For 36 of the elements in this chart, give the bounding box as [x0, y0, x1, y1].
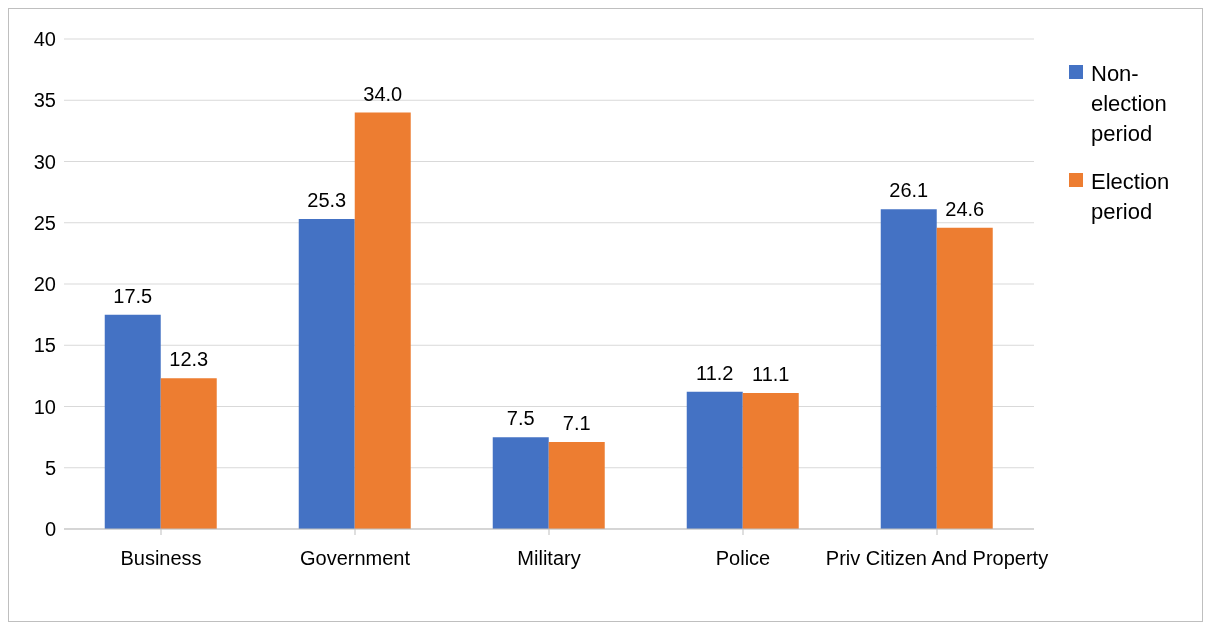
x-tick-label: Military	[517, 547, 581, 570]
y-tick-label: 10	[33, 395, 56, 418]
data-label: 11.1	[752, 363, 790, 386]
bar	[160, 378, 217, 529]
y-tick-label: 5	[44, 456, 56, 479]
x-tick-label: Government	[299, 547, 411, 570]
y-tick-label: 20	[33, 273, 56, 296]
data-label: 12.3	[169, 348, 209, 371]
data-label: 7.1	[562, 412, 591, 435]
legend-label: Non-election period	[1091, 60, 1168, 148]
x-tick-label: Priv Citizen And Property	[825, 547, 1049, 570]
bar	[742, 393, 799, 529]
data-label: 25.3	[307, 189, 347, 212]
y-tick-label: 15	[33, 334, 56, 357]
legend-label: Election period	[1091, 168, 1171, 226]
bar	[936, 227, 993, 529]
bar	[104, 314, 161, 529]
y-tick-label: 30	[33, 150, 56, 173]
bar	[880, 209, 937, 529]
bar	[548, 442, 605, 529]
data-label: 11.2	[696, 361, 734, 384]
bar	[354, 112, 411, 529]
y-tick-label: 0	[44, 518, 56, 541]
bar	[686, 391, 743, 529]
data-label: 24.6	[945, 197, 985, 220]
data-label: 7.5	[506, 407, 535, 430]
data-label: 17.5	[113, 284, 153, 307]
data-label: 34.0	[363, 82, 403, 105]
y-tick-label: 35	[33, 89, 56, 112]
y-tick-label: 40	[33, 28, 56, 51]
bar	[298, 219, 355, 529]
x-tick-label: Police	[715, 547, 771, 570]
y-tick-label: 25	[33, 211, 56, 234]
bar	[492, 437, 549, 529]
x-tick-label: Business	[120, 547, 202, 570]
data-label: 26.1	[889, 179, 929, 202]
